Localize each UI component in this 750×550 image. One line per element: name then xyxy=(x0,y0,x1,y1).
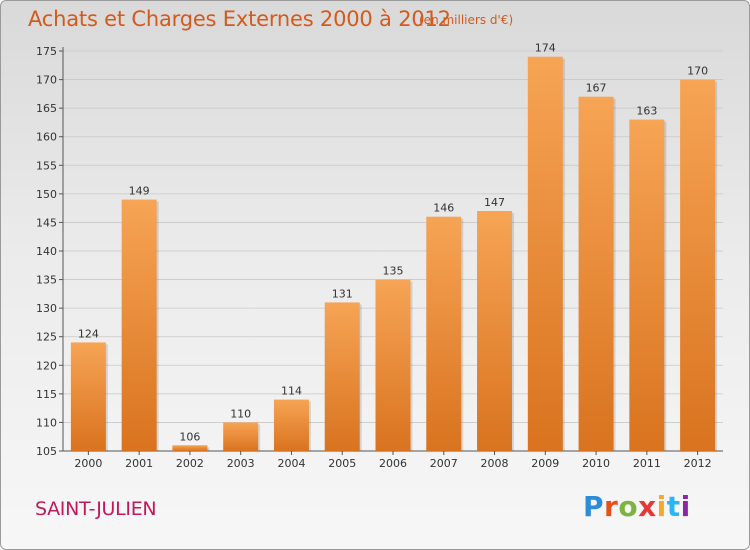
bar-value-label: 174 xyxy=(535,42,556,55)
commune-name: SAINT-JULIEN xyxy=(35,498,157,520)
y-tick-label: 140 xyxy=(36,245,57,258)
bar xyxy=(70,342,106,451)
bar xyxy=(527,56,563,451)
x-tick-label: 2003 xyxy=(227,457,255,470)
x-tick-label: 2011 xyxy=(633,457,661,470)
y-tick-label: 165 xyxy=(36,102,57,115)
bar xyxy=(324,302,360,451)
x-tick-label: 2000 xyxy=(74,457,102,470)
proxiti-logo[interactable]: Proxiti xyxy=(583,490,691,523)
bar-value-label: 163 xyxy=(636,105,657,118)
logo-letter: i xyxy=(680,490,691,523)
bar-value-label: 124 xyxy=(78,327,99,340)
y-tick-label: 125 xyxy=(36,331,57,344)
y-tick-label: 110 xyxy=(36,416,57,429)
x-tick-label: 2008 xyxy=(481,457,509,470)
bar-value-label: 170 xyxy=(687,65,708,78)
bar-value-label: 147 xyxy=(484,196,505,209)
x-tick-label: 2006 xyxy=(379,457,407,470)
logo-letter: P xyxy=(583,490,605,523)
logo-letter: r xyxy=(604,490,619,523)
bar-value-label: 131 xyxy=(332,287,353,300)
bar xyxy=(578,96,614,451)
bar-value-label: 106 xyxy=(179,430,200,443)
y-tick-label: 145 xyxy=(36,216,57,229)
bar xyxy=(629,119,665,452)
y-tick-label: 155 xyxy=(36,159,57,172)
x-tick-label: 2004 xyxy=(277,457,305,470)
logo-letter: i xyxy=(656,490,667,523)
y-tick-label: 105 xyxy=(36,445,57,458)
x-tick-label: 2007 xyxy=(430,457,458,470)
y-tick-label: 170 xyxy=(36,74,57,87)
bar xyxy=(680,79,716,452)
x-tick-label: 2005 xyxy=(328,457,356,470)
bar-value-label: 135 xyxy=(383,265,404,278)
bar xyxy=(223,422,259,451)
bar xyxy=(375,279,411,451)
y-tick-label: 135 xyxy=(36,274,57,287)
bar-value-label: 110 xyxy=(230,407,251,420)
bar xyxy=(426,216,462,451)
x-tick-label: 2012 xyxy=(684,457,712,470)
y-tick-label: 130 xyxy=(36,302,57,315)
y-tick-label: 175 xyxy=(36,45,57,58)
x-tick-label: 2001 xyxy=(125,457,153,470)
logo-letter: x xyxy=(638,490,657,523)
bar-value-label: 167 xyxy=(586,82,607,95)
y-tick-label: 160 xyxy=(36,131,57,144)
labels: 105 110 115 120 125 130 135 140 145 150 155 160 165 1… xyxy=(36,42,712,470)
x-tick-label: 2010 xyxy=(582,457,610,470)
y-tick-label: 150 xyxy=(36,188,57,201)
bar-value-label: 146 xyxy=(433,202,454,215)
chart-title: Achats et Charges Externes 2000 à 2012 xyxy=(28,7,451,31)
x-tick-label: 2002 xyxy=(176,457,204,470)
bar xyxy=(273,399,309,451)
bar xyxy=(172,445,208,451)
y-tick-label: 115 xyxy=(36,388,57,401)
x-tick-label: 2009 xyxy=(531,457,559,470)
logo-letter: o xyxy=(618,490,639,523)
bar-value-label: 149 xyxy=(129,185,150,198)
bar xyxy=(121,199,157,451)
unit-note: (en milliers d'€) xyxy=(419,13,514,27)
bar-value-label: 114 xyxy=(281,385,302,398)
bars xyxy=(70,56,718,452)
bar xyxy=(477,211,513,451)
logo-letter: t xyxy=(666,490,681,523)
y-tick-label: 120 xyxy=(36,359,57,372)
